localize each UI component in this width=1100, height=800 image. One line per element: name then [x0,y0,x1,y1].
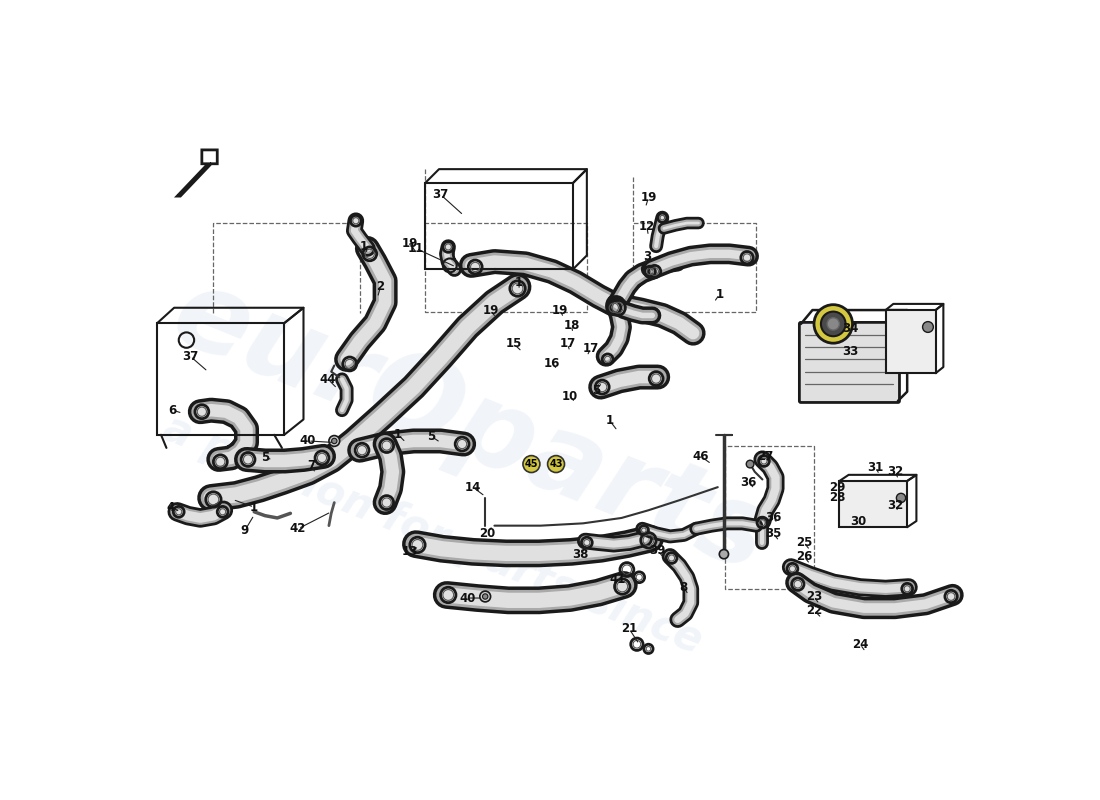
Circle shape [548,455,564,473]
FancyBboxPatch shape [886,310,936,373]
Text: 28: 28 [829,491,845,505]
Circle shape [896,494,905,502]
Circle shape [483,594,488,599]
Circle shape [821,311,846,336]
Text: eurOparts: eurOparts [158,259,784,595]
Circle shape [827,318,839,330]
Text: 3: 3 [642,250,651,262]
FancyBboxPatch shape [839,481,908,527]
Text: 9: 9 [241,524,249,537]
Text: 19: 19 [483,303,498,317]
Circle shape [923,322,933,332]
Text: 46: 46 [693,450,710,463]
Text: 10: 10 [562,390,578,403]
Text: 5: 5 [427,430,436,443]
Text: 30: 30 [850,514,866,527]
Text: 37: 37 [432,188,449,201]
Text: 1: 1 [606,414,614,427]
Text: 41: 41 [609,573,626,586]
Text: 4: 4 [167,501,175,514]
Text: 1: 1 [360,240,367,253]
Text: 25: 25 [795,536,812,549]
Circle shape [719,550,728,558]
Text: 2: 2 [376,281,385,294]
FancyBboxPatch shape [800,322,900,402]
Text: 34: 34 [842,322,858,335]
Text: 35: 35 [764,527,781,540]
Text: 31: 31 [868,461,883,474]
Text: a passion for parts since: a passion for parts since [157,407,708,662]
Text: 39: 39 [649,544,666,557]
Text: 5: 5 [261,451,270,464]
Text: 1: 1 [715,288,724,301]
Text: 19: 19 [640,191,657,204]
Text: 18: 18 [563,319,580,332]
Text: 40: 40 [300,434,317,447]
Text: 17: 17 [583,342,598,355]
Text: 14: 14 [464,481,481,494]
Circle shape [331,438,337,444]
Text: 37: 37 [183,350,198,362]
Text: 1: 1 [515,276,524,289]
Text: 29: 29 [829,481,845,494]
Text: 1: 1 [250,501,258,514]
Text: 33: 33 [843,345,858,358]
Text: 23: 23 [806,590,822,603]
Text: 32: 32 [887,466,903,478]
Circle shape [746,460,754,468]
Text: 45: 45 [525,459,538,469]
Text: 16: 16 [544,358,560,370]
Text: 1: 1 [394,428,403,442]
Circle shape [480,591,491,602]
Text: 43: 43 [549,459,563,469]
Text: 19: 19 [552,303,568,317]
Text: 19: 19 [402,238,418,250]
Text: 22: 22 [806,604,822,617]
Text: 38: 38 [572,549,588,562]
Text: 8: 8 [680,581,688,594]
Text: 36: 36 [740,476,757,489]
Text: 32: 32 [887,499,903,512]
Text: 12: 12 [639,220,654,234]
Text: 26: 26 [795,550,812,563]
Text: 42: 42 [290,522,306,535]
Text: 15: 15 [506,338,521,350]
Text: 36: 36 [764,511,781,525]
Text: 40: 40 [460,591,475,605]
Text: 27: 27 [758,450,773,463]
Text: 11: 11 [408,242,424,255]
Circle shape [329,435,340,446]
Text: 24: 24 [852,638,868,650]
Text: 44: 44 [320,373,337,386]
Text: 17: 17 [560,338,575,350]
Circle shape [522,455,540,473]
Text: 6: 6 [168,404,177,417]
Text: 20: 20 [478,527,495,540]
Circle shape [814,305,852,343]
Text: 13: 13 [402,546,418,558]
Text: 21: 21 [621,622,637,635]
Text: 5: 5 [592,384,601,397]
Text: 7: 7 [307,459,316,472]
